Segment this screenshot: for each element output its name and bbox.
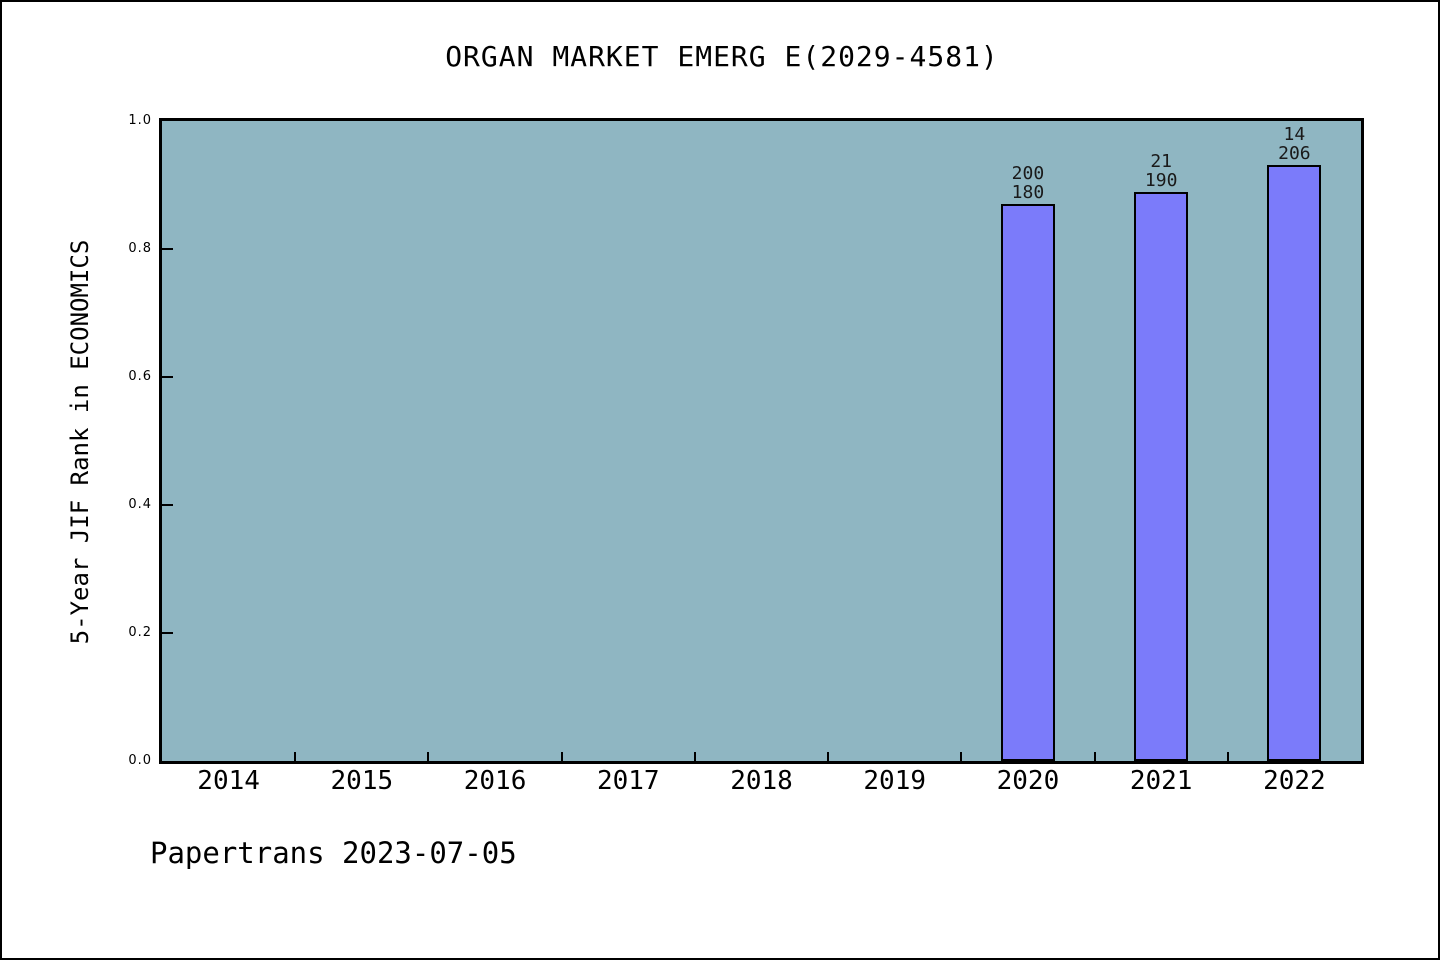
x-tick-label: 2016 <box>463 766 527 796</box>
x-tick-label: 2022 <box>1263 766 1326 796</box>
x-tick-mark <box>560 752 563 761</box>
bar-label-rank: 14 <box>1283 124 1306 145</box>
bar-label-rank: 21 <box>1150 151 1172 172</box>
x-tick-label: 2021 <box>1129 766 1193 796</box>
chart-title: ORGAN MARKET EMERG E(2029-4581) <box>445 40 999 73</box>
bar-label-rank: 200 <box>1011 163 1045 184</box>
bar-label-total: 180 <box>1011 182 1045 203</box>
watermark-text: Papertrans 2023-07-05 <box>150 836 517 870</box>
bar-label-2021: 21 190 <box>1101 152 1221 190</box>
x-tick-mark <box>827 752 830 761</box>
bar-2022 <box>1267 165 1322 761</box>
y-tick-label: 0.8 <box>128 241 152 256</box>
x-tick-mark <box>693 752 696 761</box>
y-tick-label: 0.2 <box>128 625 152 640</box>
bar-label-total: 190 <box>1144 170 1178 191</box>
y-tick-label: 1.0 <box>128 113 152 128</box>
x-tick-mark <box>960 752 963 761</box>
y-tick-mark <box>162 504 173 506</box>
bar-label-2022: 14 206 <box>1234 125 1354 163</box>
x-tick-mark <box>1093 752 1096 761</box>
x-tick-label: 2018 <box>730 766 793 796</box>
x-tick-label: 2014 <box>197 766 260 796</box>
x-tick-label: 2019 <box>863 766 927 796</box>
y-tick-label: 0.6 <box>128 369 152 384</box>
bar-label-total: 206 <box>1278 143 1311 164</box>
x-tick-label: 2020 <box>996 766 1060 796</box>
bar-2020 <box>1000 204 1055 761</box>
x-tick-mark <box>1226 752 1229 761</box>
y-tick-mark <box>162 376 173 378</box>
y-axis-label: 5-Year JIF Rank in ECONOMICS <box>66 239 94 645</box>
x-tick-mark <box>294 752 297 761</box>
y-tick-label: 0.0 <box>128 753 152 768</box>
x-tick-mark <box>427 752 430 761</box>
y-tick-mark <box>162 248 173 250</box>
bar-label-2020: 200 180 <box>968 164 1088 202</box>
plot-area: 200 180 21 190 14 206 <box>159 118 1364 764</box>
x-tick-label: 2017 <box>596 766 660 796</box>
bar-2021 <box>1134 192 1189 761</box>
x-tick-label: 2015 <box>330 766 394 796</box>
y-tick-label: 0.4 <box>128 497 152 512</box>
y-tick-mark <box>162 632 173 634</box>
